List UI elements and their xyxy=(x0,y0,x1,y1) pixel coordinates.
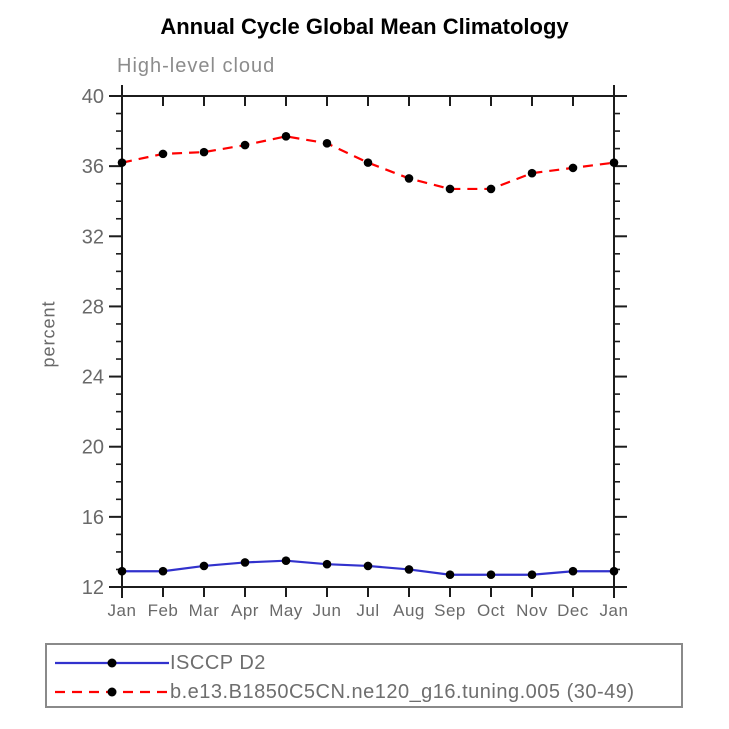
legend-label-model: b.e13.B1850C5CN.ne120_g16.tuning.005 (30… xyxy=(170,680,635,703)
svg-text:36: 36 xyxy=(82,156,104,178)
svg-text:Sep: Sep xyxy=(434,601,466,620)
chart-subtitle: High-level cloud xyxy=(117,55,276,77)
svg-text:12: 12 xyxy=(82,577,104,599)
svg-text:20: 20 xyxy=(82,437,104,459)
chart-title: Annual Cycle Global Mean Climatology xyxy=(160,14,569,39)
legend-line-model-icon xyxy=(55,687,169,697)
legend-line-isccp-icon xyxy=(55,658,169,668)
svg-text:Jan: Jan xyxy=(600,601,629,620)
legend-row-model: b.e13.B1850C5CN.ne120_g16.tuning.005 (30… xyxy=(55,680,635,703)
svg-text:Aug: Aug xyxy=(393,601,425,620)
legend-label-isccp: ISCCP D2 xyxy=(170,651,266,674)
svg-text:32: 32 xyxy=(82,226,104,248)
svg-text:Feb: Feb xyxy=(148,601,179,620)
svg-text:40: 40 xyxy=(82,86,104,108)
svg-text:Jun: Jun xyxy=(313,601,342,620)
svg-text:Jan: Jan xyxy=(108,601,137,620)
legend-box: ISCCP D2 b.e13.B1850C5CN.ne120_g16.tunin… xyxy=(45,643,683,708)
svg-text:Nov: Nov xyxy=(516,601,548,620)
svg-text:May: May xyxy=(269,601,303,620)
svg-text:28: 28 xyxy=(82,296,104,318)
svg-text:Apr: Apr xyxy=(231,601,259,620)
svg-text:Jul: Jul xyxy=(356,601,379,620)
svg-text:Mar: Mar xyxy=(189,601,220,620)
svg-text:16: 16 xyxy=(82,507,104,529)
svg-text:24: 24 xyxy=(82,367,104,389)
svg-text:Dec: Dec xyxy=(557,601,589,620)
legend-row-isccp: ISCCP D2 xyxy=(55,651,266,674)
svg-text:Oct: Oct xyxy=(477,601,505,620)
